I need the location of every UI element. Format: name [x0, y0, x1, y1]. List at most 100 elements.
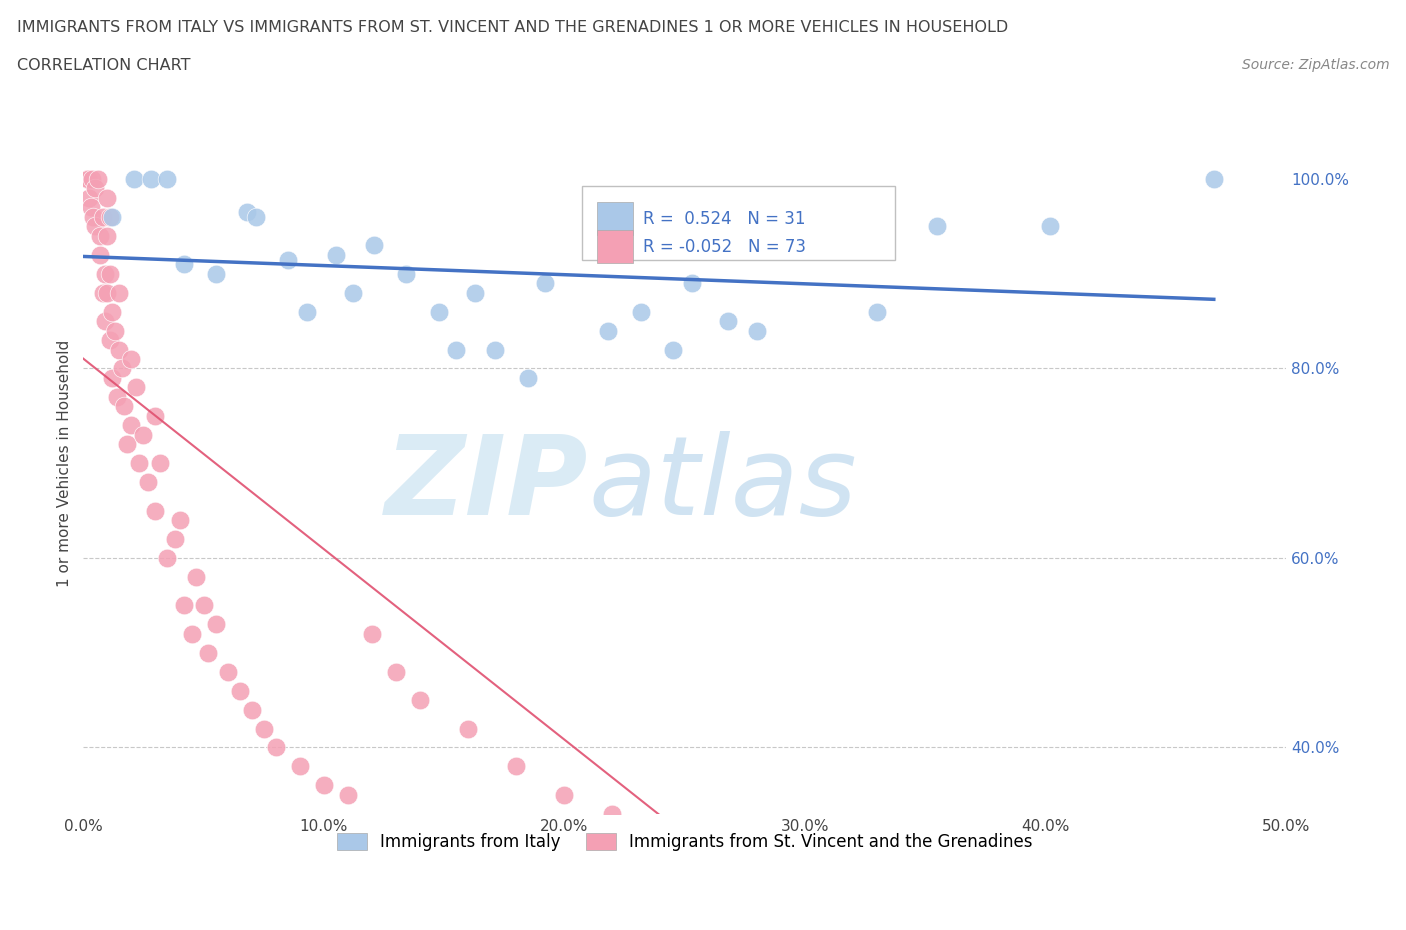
Point: [94, 313, 117, 328]
Point: [427, 304, 450, 319]
Point: [240, 702, 263, 717]
Point: [96, 286, 118, 300]
Bar: [596, 230, 633, 263]
Point: [77, 171, 100, 186]
Point: [517, 370, 540, 385]
Point: [197, 645, 219, 660]
Point: [101, 209, 124, 224]
Point: [866, 304, 889, 319]
Point: [94, 266, 117, 281]
Text: R = -0.052   N = 73: R = -0.052 N = 73: [643, 237, 806, 256]
Point: [204, 617, 226, 631]
Point: [745, 863, 768, 878]
Point: [484, 342, 506, 357]
Point: [108, 342, 131, 357]
Bar: [582, 186, 896, 259]
Point: [111, 361, 134, 376]
Point: [82, 209, 104, 224]
Point: [145, 408, 167, 423]
Point: [98, 333, 121, 348]
Point: [363, 238, 385, 253]
Point: [79, 200, 101, 215]
Point: [79, 191, 101, 206]
Point: [717, 313, 740, 328]
Point: [312, 778, 335, 793]
Point: [98, 209, 121, 224]
Text: IMMIGRANTS FROM ITALY VS IMMIGRANTS FROM ST. VINCENT AND THE GRENADINES 1 OR MOR: IMMIGRANTS FROM ITALY VS IMMIGRANTS FROM…: [17, 20, 1008, 35]
Point: [505, 759, 527, 774]
Point: [115, 437, 138, 452]
Point: [745, 323, 768, 338]
Point: [169, 512, 191, 527]
Text: ZIP: ZIP: [385, 431, 589, 538]
Text: R =  0.524   N = 31: R = 0.524 N = 31: [643, 209, 806, 228]
Point: [342, 286, 364, 300]
Point: [89, 229, 111, 244]
Point: [139, 171, 162, 186]
Point: [91, 209, 114, 224]
Point: [105, 390, 128, 405]
Text: atlas: atlas: [589, 431, 858, 538]
Point: [125, 380, 148, 395]
Point: [96, 191, 118, 206]
Point: [173, 257, 195, 272]
Point: [697, 844, 720, 859]
Point: [457, 721, 479, 736]
Point: [193, 598, 215, 613]
Point: [409, 693, 432, 708]
Point: [602, 806, 624, 821]
Point: [89, 247, 111, 262]
Point: [136, 474, 159, 489]
Point: [806, 238, 828, 253]
Point: [394, 266, 416, 281]
Point: [112, 399, 135, 414]
Point: [80, 171, 103, 186]
Point: [336, 788, 359, 803]
Point: [103, 323, 125, 338]
Point: [553, 788, 575, 803]
Text: Source: ZipAtlas.com: Source: ZipAtlas.com: [1241, 58, 1389, 72]
Point: [245, 209, 267, 224]
Point: [361, 626, 384, 641]
Point: [98, 266, 121, 281]
Point: [793, 883, 815, 897]
Point: [204, 266, 226, 281]
Point: [464, 286, 486, 300]
Text: CORRELATION CHART: CORRELATION CHART: [17, 58, 190, 73]
Point: [385, 664, 408, 679]
Point: [444, 342, 467, 357]
Point: [1039, 219, 1062, 233]
Point: [84, 219, 107, 233]
Point: [596, 323, 619, 338]
Point: [149, 456, 172, 471]
Point: [108, 286, 131, 300]
Legend: Immigrants from Italy, Immigrants from St. Vincent and the Grenadines: Immigrants from Italy, Immigrants from S…: [330, 827, 1039, 858]
Point: [91, 286, 114, 300]
Point: [661, 342, 683, 357]
Y-axis label: 1 or more Vehicles in Household: 1 or more Vehicles in Household: [58, 339, 72, 587]
Point: [650, 825, 672, 840]
Point: [156, 171, 179, 186]
Point: [217, 664, 239, 679]
Bar: [596, 202, 633, 235]
Point: [295, 304, 318, 319]
Point: [842, 901, 865, 916]
Point: [630, 304, 652, 319]
Point: [890, 920, 912, 930]
Point: [180, 626, 202, 641]
Point: [277, 252, 299, 267]
Point: [122, 171, 145, 186]
Point: [186, 569, 208, 584]
Point: [145, 503, 167, 518]
Point: [87, 171, 110, 186]
Point: [84, 181, 107, 196]
Point: [120, 418, 142, 432]
Point: [236, 205, 259, 219]
Point: [534, 276, 557, 291]
Point: [264, 740, 287, 755]
Point: [132, 428, 155, 443]
Point: [1202, 171, 1225, 186]
Point: [927, 219, 949, 233]
Point: [101, 370, 124, 385]
Point: [288, 759, 311, 774]
